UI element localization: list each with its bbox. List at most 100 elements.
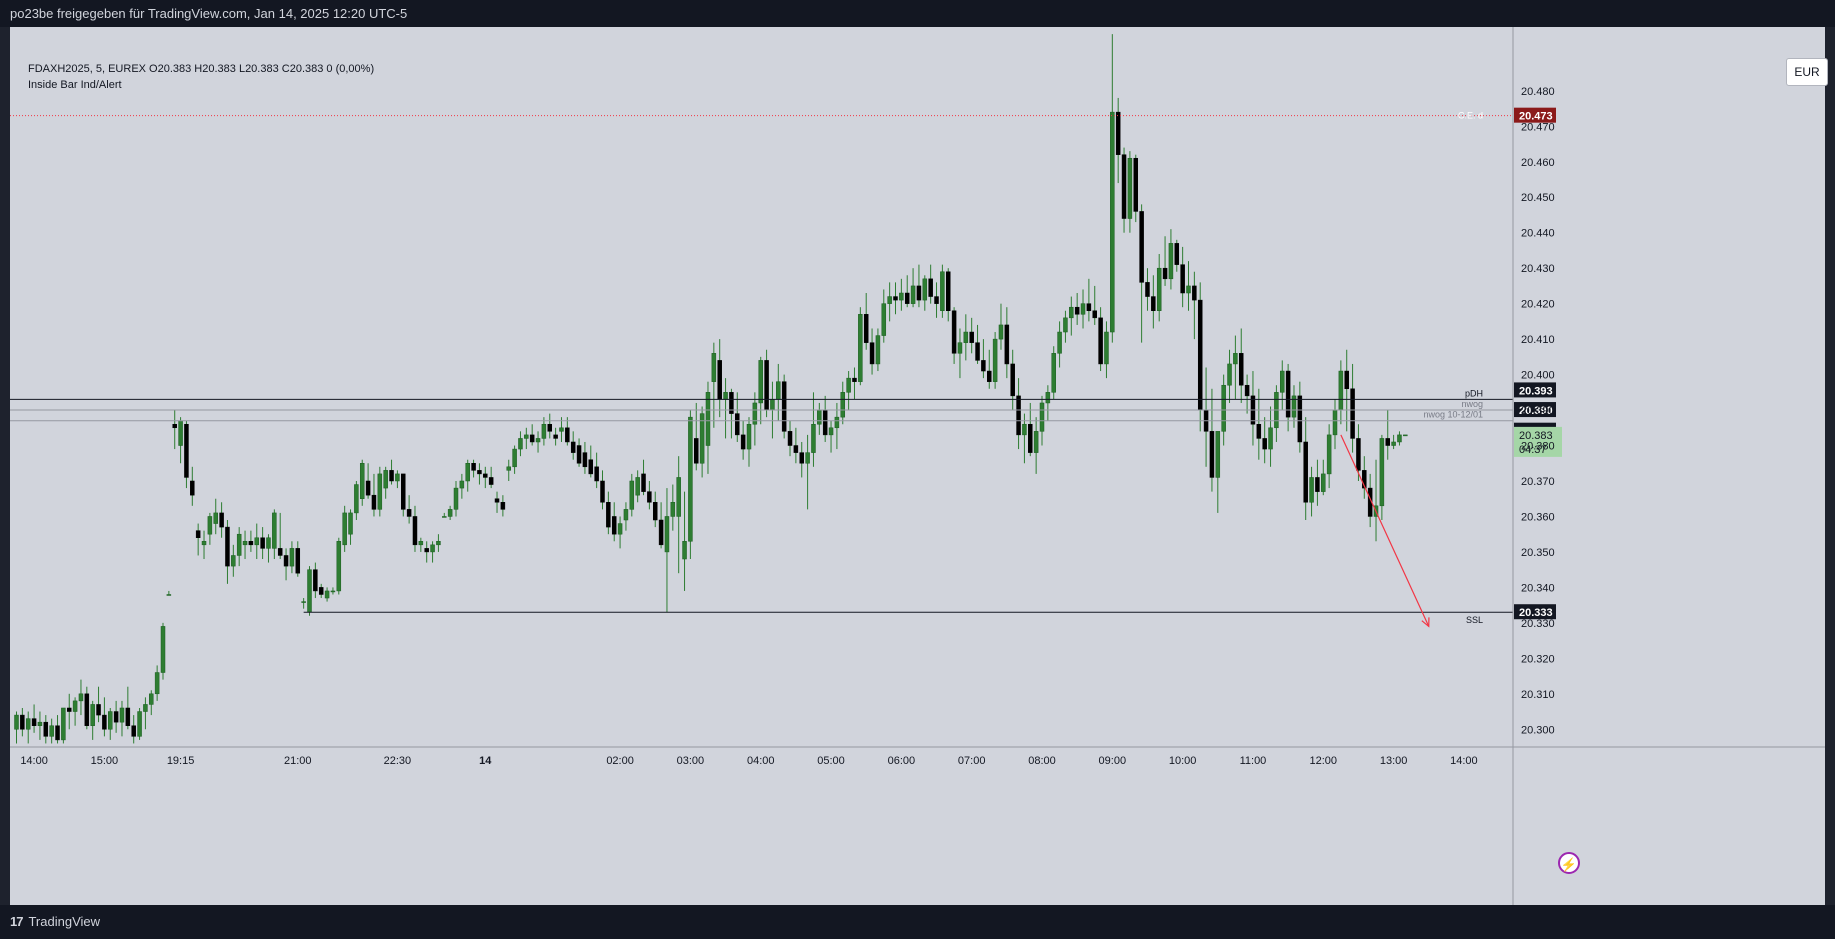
- candle: [776, 363, 781, 421]
- candle-body: [922, 278, 928, 301]
- candle: [1256, 388, 1262, 460]
- candle-body: [893, 296, 898, 301]
- candle-body: [1156, 267, 1162, 311]
- candle-body: [1321, 473, 1326, 492]
- candle: [488, 466, 494, 489]
- candle-body: [1209, 431, 1215, 478]
- candle: [658, 502, 664, 549]
- candle: [1326, 424, 1332, 489]
- candle: [1127, 151, 1133, 233]
- candle-body: [84, 693, 90, 726]
- candle-body: [817, 409, 822, 425]
- candle: [981, 339, 986, 379]
- candle: [694, 402, 699, 471]
- candle: [160, 622, 166, 680]
- candle: [78, 679, 84, 716]
- candle: [945, 268, 951, 322]
- candle-body: [951, 310, 957, 354]
- level-name: C.E. d: [1458, 111, 1483, 121]
- price-tag-bg: [1514, 604, 1556, 620]
- time-tick-label: 21:00: [284, 755, 312, 767]
- time-tick-label: 14: [479, 755, 492, 767]
- candle-body: [641, 473, 646, 492]
- currency-button[interactable]: EUR: [1786, 58, 1828, 86]
- candle: [1321, 459, 1326, 496]
- candle: [617, 516, 623, 549]
- candle: [1168, 229, 1174, 290]
- candle: [758, 356, 763, 425]
- candle: [729, 388, 734, 439]
- candle-body: [828, 427, 834, 436]
- price-tick-label: 20.480: [1521, 86, 1555, 98]
- current-price-label: 20.383: [1519, 430, 1553, 442]
- current-price-tag: [1514, 426, 1562, 457]
- candle-body: [1391, 441, 1396, 446]
- candle-body: [787, 431, 793, 446]
- candle: [143, 697, 148, 730]
- candle: [1362, 456, 1367, 499]
- candle: [453, 480, 459, 517]
- candle: [652, 491, 658, 528]
- candle-body: [1133, 157, 1139, 212]
- lightning-icon[interactable]: ⚡: [1558, 852, 1580, 874]
- candle: [295, 541, 301, 577]
- candle: [184, 420, 189, 489]
- candle: [277, 512, 283, 560]
- candle-body: [699, 413, 705, 464]
- candle-body: [1350, 388, 1355, 439]
- chart-frame[interactable]: C.E. d 20.473 pDH 20.393 nwog 20.390 nwog 10-1…: [10, 27, 1828, 905]
- candle-body: [529, 434, 535, 443]
- candle-body: [178, 420, 183, 446]
- candle-body: [301, 601, 306, 603]
- candle: [359, 459, 365, 506]
- candle-body: [811, 423, 816, 453]
- candle-body: [1268, 427, 1273, 450]
- price-tick-label: 20.380: [1521, 441, 1555, 453]
- candle: [377, 466, 383, 517]
- candle-body: [565, 427, 570, 443]
- symbol-ohlc-line[interactable]: FDAXH2025, 5, EUREX O20.383 H20.383 L20.…: [28, 63, 375, 75]
- candle-body: [1262, 438, 1267, 450]
- candle-body: [1039, 402, 1045, 432]
- candle-body: [266, 537, 271, 549]
- candle-body: [1174, 243, 1180, 265]
- price-tick-label: 20.450: [1521, 192, 1555, 204]
- candle-body: [928, 278, 933, 297]
- candle-body: [1244, 384, 1250, 397]
- candle-body: [108, 711, 113, 730]
- candle: [1028, 402, 1033, 457]
- candle-body: [1227, 363, 1232, 386]
- candle: [793, 427, 799, 464]
- indicator-title[interactable]: Inside Bar Ind/Alert: [28, 79, 122, 91]
- candle-body: [776, 381, 781, 400]
- candle: [330, 587, 336, 595]
- candle-body: [1110, 111, 1115, 333]
- candle: [887, 282, 892, 322]
- candle: [570, 431, 576, 460]
- tradingview-logo[interactable]: 17 TradingView: [10, 914, 100, 929]
- candle: [213, 498, 218, 535]
- price-chart[interactable]: C.E. d 20.473 pDH 20.393 nwog 20.390 nwog 10-1…: [10, 27, 1825, 905]
- candle-body: [190, 480, 195, 496]
- candle: [260, 527, 265, 560]
- candle: [817, 402, 822, 435]
- candle: [623, 502, 629, 531]
- candle: [459, 473, 465, 499]
- candle: [1010, 349, 1015, 411]
- candle-body: [389, 470, 394, 482]
- candle: [676, 456, 681, 574]
- candle: [1092, 285, 1097, 325]
- top-bar: po23be freigegeben für TradingView.com, …: [0, 0, 1835, 27]
- candle-body: [992, 338, 998, 382]
- candle-body: [670, 502, 676, 517]
- candle-body: [1385, 438, 1390, 446]
- price-tick-label: 20.470: [1521, 121, 1555, 133]
- candle: [565, 417, 570, 446]
- candle-body: [635, 477, 640, 496]
- candle: [1233, 335, 1238, 400]
- candle: [1274, 385, 1279, 442]
- candle-body: [1397, 434, 1402, 443]
- candle: [1356, 424, 1361, 481]
- candle: [606, 491, 611, 535]
- candle-body: [459, 480, 465, 489]
